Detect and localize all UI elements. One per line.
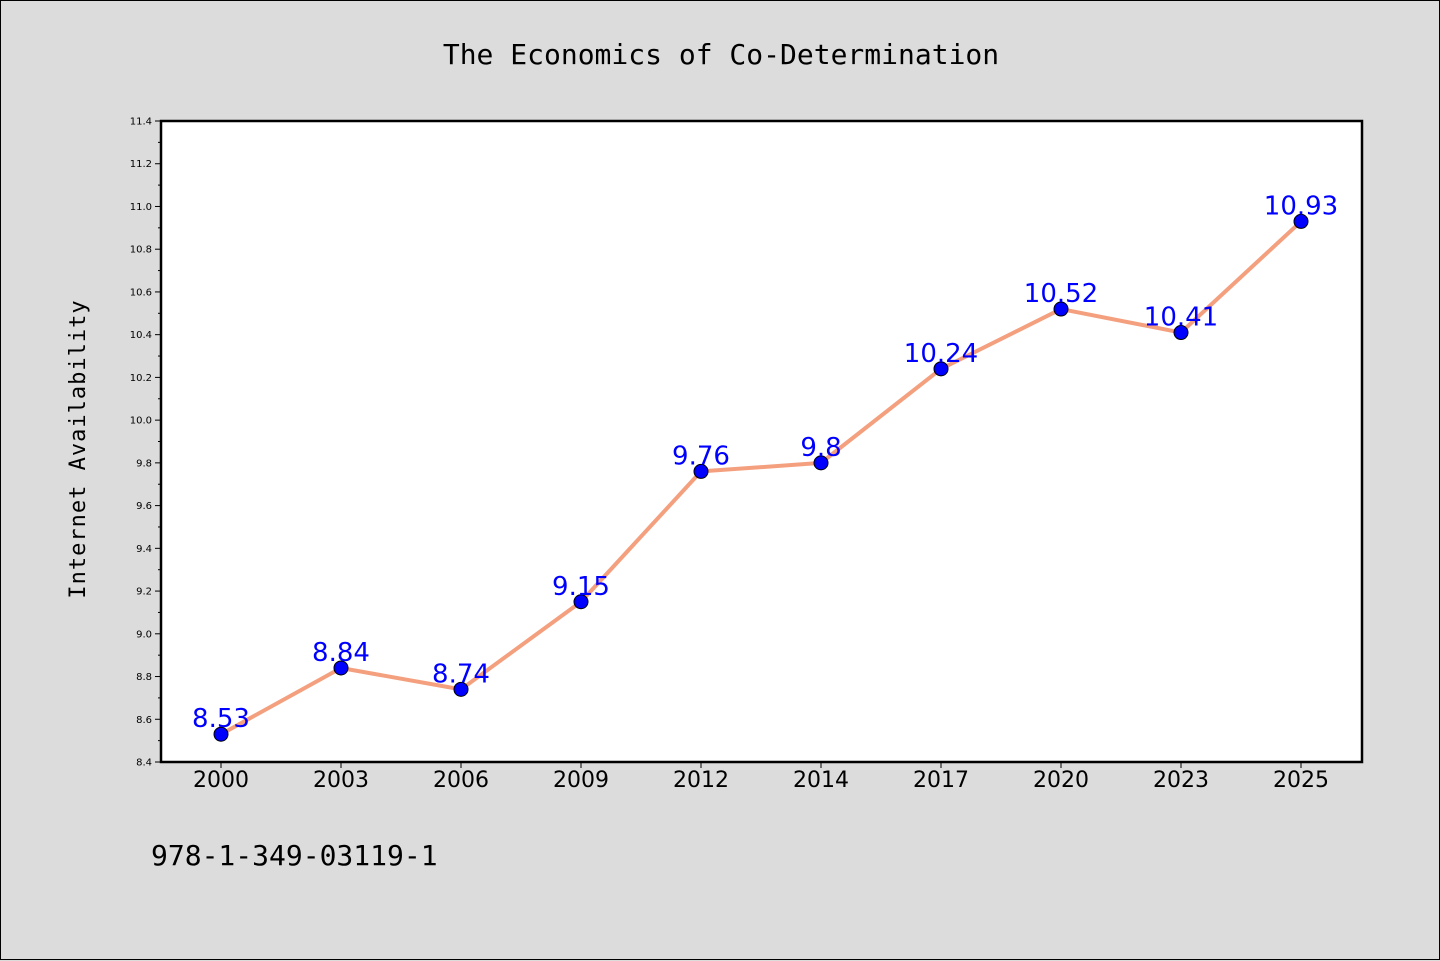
footer-code: 978-1-349-03119-1	[151, 839, 438, 872]
data-point	[1053, 301, 1069, 317]
x-tick-label: 2017	[913, 768, 969, 793]
data-point	[573, 594, 589, 610]
data-label: 9.76	[672, 441, 730, 471]
data-label: 9.15	[552, 572, 610, 602]
y-tick-label: 9.0	[136, 629, 152, 640]
data-point	[693, 463, 709, 479]
y-tick-label: 9.4	[136, 544, 152, 555]
x-tick-label: 2009	[553, 768, 609, 793]
y-axis-label: Internet Availability	[66, 299, 91, 598]
data-point	[213, 726, 229, 742]
y-tick-label: 8.6	[136, 715, 152, 726]
y-tick-label: 10.4	[130, 330, 152, 341]
x-tick-label: 2020	[1033, 768, 1089, 793]
data-labels: 8.53 8.84 8.74 9.15 9.76 9.8 10.24 10.52 10.41 10…	[192, 191, 1338, 734]
data-label: 8.84	[312, 638, 370, 668]
chart-title: The Economics of Co-Determination	[443, 38, 999, 71]
y-tick-label: 9.2	[136, 587, 152, 598]
data-label: 8.53	[192, 704, 250, 734]
x-tick-label: 2014	[793, 768, 849, 793]
y-tick-label: 9.6	[136, 501, 152, 512]
data-label: 10.52	[1024, 279, 1098, 309]
data-point	[933, 361, 949, 377]
data-point	[453, 681, 469, 697]
series-line	[220, 219, 1303, 736]
y-tick-label: 11.2	[130, 159, 152, 170]
data-label: 8.74	[432, 659, 490, 689]
x-tick-label: 2000	[193, 768, 249, 793]
data-point	[1173, 325, 1189, 341]
x-tick-label: 2025	[1273, 768, 1329, 793]
y-tick-label: 9.8	[136, 458, 152, 469]
x-axis: 2000 2003 2006 2009 2012 2014 2017 2020 2023 2025	[193, 762, 1329, 793]
y-tick-label: 10.0	[130, 416, 152, 427]
y-tick-label: 10.6	[130, 287, 152, 298]
y-tick-label: 10.2	[130, 373, 152, 384]
plot-area	[159, 119, 1364, 764]
y-tick-label: 11.4	[130, 117, 152, 128]
data-point	[333, 660, 349, 676]
data-label: 10.24	[904, 339, 978, 369]
x-tick-label: 2012	[673, 768, 729, 793]
data-label: 10.93	[1264, 191, 1338, 221]
data-label: 10.41	[1144, 303, 1218, 333]
y-tick-label: 10.8	[130, 245, 152, 256]
y-tick-label: 8.4	[136, 758, 152, 769]
x-tick-label: 2003	[313, 768, 369, 793]
x-tick-label: 2006	[433, 768, 489, 793]
x-tick-label: 2023	[1153, 768, 1209, 793]
y-axis: 8.4 8.6 8.8 9.0 9.2 9.4 9.6 9.8 10.0 10.2 10.4 10.6…	[130, 117, 161, 769]
data-point	[1293, 213, 1309, 229]
y-tick-label: 11.0	[130, 202, 152, 213]
series-line-group	[213, 213, 1309, 742]
data-point	[813, 455, 829, 471]
y-tick-label: 8.8	[136, 672, 152, 683]
data-label: 9.8	[800, 433, 841, 463]
